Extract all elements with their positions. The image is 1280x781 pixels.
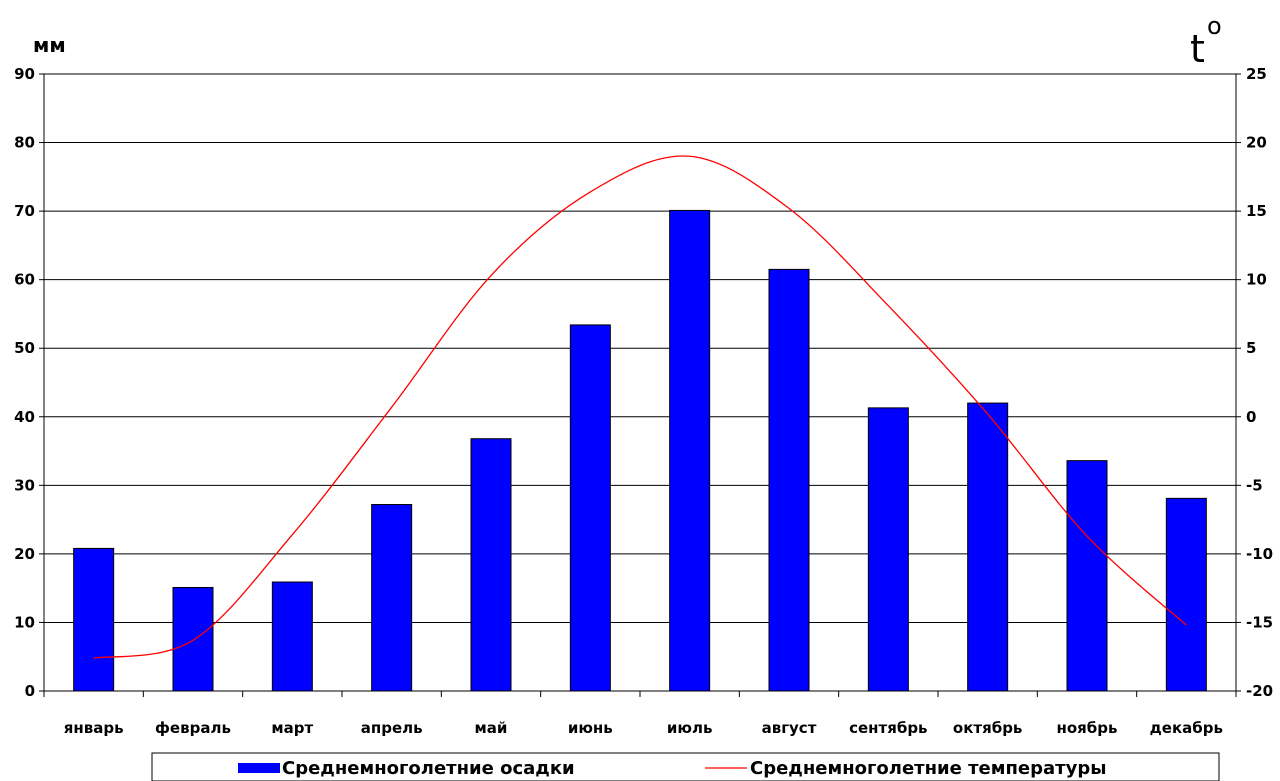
left-tick-label: 90 [14,65,35,83]
right-tick-label: 15 [1246,202,1267,220]
right-tick-label: 25 [1246,65,1267,83]
right-tick-label: 10 [1246,271,1267,289]
bar-январь [73,547,115,692]
category-label-декабрь: декабрь [1150,719,1223,737]
bar-июнь [569,324,611,692]
category-label-апрель: апрель [361,719,423,737]
left-tick-label: 70 [14,202,35,220]
category-label-сентябрь: сентябрь [849,719,927,737]
right-tick-label: -5 [1246,476,1263,494]
left-tick-label: 50 [14,339,35,357]
bar-июль [669,209,711,692]
right-tick-label: 20 [1246,134,1267,152]
category-label-ноябрь: ноябрь [1057,719,1118,737]
right-axis-unit: t [1190,27,1205,71]
category-label-август: август [762,719,817,737]
bar-февраль [172,586,214,692]
bar-декабрь [1165,497,1207,692]
bar-май [470,438,512,692]
left-tick-label: 0 [25,682,35,700]
left-tick-label: 10 [14,613,35,631]
category-label-январь: январь [64,719,124,737]
category-label-март: март [271,719,313,737]
category-label-май: май [475,719,508,737]
bar-ноябрь [1066,460,1108,692]
bar-март [271,581,313,692]
legend: Среднемноголетние осадки Среднемноголетн… [151,752,1220,781]
left-axis-unit: мм [33,33,66,57]
category-label-февраль: февраль [155,719,231,737]
temperature-line [93,155,1187,659]
left-tick-label: 40 [14,408,35,426]
category-label-октябрь: октябрь [953,719,1023,737]
left-tick-label: 30 [14,476,35,494]
category-label-июнь: июнь [568,719,613,737]
category-labels: январь февраль март апрель май июнь июль август… [64,719,1223,737]
bar-сентябрь [867,407,909,692]
bar-октябрь [967,402,1009,692]
gridlines [44,73,1236,623]
left-tick-label: 80 [14,134,35,152]
right-tick-label: 5 [1246,339,1256,357]
legend-swatch-precipitation [238,763,280,773]
right-tick-label: 0 [1246,408,1256,426]
axes [43,74,1237,697]
left-axis-ticks: 0 10 20 30 40 50 60 70 80 90 [14,65,44,700]
right-tick-label: -10 [1246,545,1273,563]
left-tick-label: 20 [14,545,35,563]
left-tick-label: 60 [14,271,35,289]
right-tick-label: -15 [1246,613,1273,631]
right-axis-ticks: -20 -15 -10 -5 0 5 10 15 20 25 [1236,65,1273,700]
legend-label-temperature: Среднемноголетние температуры [750,758,1106,779]
right-tick-label: -20 [1246,682,1273,700]
bar-август [768,268,810,692]
category-label-июль: июль [667,719,713,737]
legend-label-precipitation: Среднемноголетние осадки [282,758,575,779]
precipitation-bars [73,209,1207,692]
legend-box [151,752,1220,781]
bar-апрель [371,504,413,692]
right-axis-unit-superscript: o [1207,12,1222,40]
